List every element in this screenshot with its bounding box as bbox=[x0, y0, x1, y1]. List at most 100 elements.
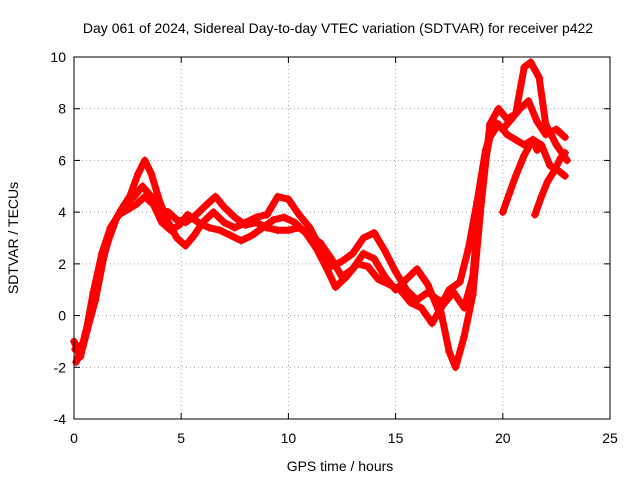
data-point-marker bbox=[348, 249, 357, 258]
data-point-marker bbox=[247, 231, 256, 240]
data-point-marker bbox=[528, 135, 537, 144]
data-point-marker bbox=[353, 259, 362, 268]
data-point-marker bbox=[406, 298, 415, 307]
x-axis-label: GPS time / hours bbox=[287, 458, 394, 474]
data-point-marker bbox=[164, 208, 173, 217]
data-point-marker bbox=[209, 208, 218, 217]
data-point-marker bbox=[533, 146, 542, 155]
data-point-marker bbox=[273, 226, 282, 235]
data-point-marker bbox=[284, 226, 293, 235]
data-point-marker bbox=[359, 249, 368, 258]
data-point-marker bbox=[130, 192, 139, 201]
data-point-marker bbox=[563, 156, 572, 165]
data-point-marker bbox=[138, 182, 147, 191]
data-point-marker bbox=[560, 148, 569, 157]
data-point-marker bbox=[556, 153, 565, 162]
data-point-marker bbox=[535, 73, 544, 82]
data-point-marker bbox=[205, 223, 214, 232]
data-point-marker bbox=[423, 280, 432, 289]
y-axis-label: SDTVAR / TECUs bbox=[5, 182, 21, 294]
data-point-marker bbox=[533, 117, 542, 126]
plot-frame bbox=[73, 56, 611, 420]
data-point-marker bbox=[402, 275, 411, 284]
data-point-marker bbox=[445, 347, 454, 356]
data-point-marker bbox=[115, 210, 124, 219]
data-point-marker bbox=[524, 96, 533, 105]
data-point-marker bbox=[202, 200, 211, 209]
data-point-marker bbox=[327, 254, 336, 263]
data-point-marker bbox=[460, 332, 469, 341]
data-point-marker bbox=[183, 210, 192, 219]
data-point-marker bbox=[543, 177, 552, 186]
data-point-marker bbox=[280, 213, 289, 222]
data-point-marker bbox=[166, 226, 175, 235]
data-point-marker bbox=[507, 115, 516, 124]
data-point-marker bbox=[505, 190, 514, 199]
data-point-marker bbox=[215, 226, 224, 235]
x-tick-label: 0 bbox=[70, 430, 78, 446]
data-point-marker bbox=[181, 241, 190, 250]
data-point-marker bbox=[477, 177, 486, 186]
data-point-marker bbox=[391, 267, 400, 276]
data-point-marker bbox=[485, 133, 494, 142]
data-point-marker bbox=[80, 334, 89, 343]
data-point-marker bbox=[262, 210, 271, 219]
data-point-marker bbox=[413, 265, 422, 274]
y-tick-label: 4 bbox=[58, 204, 66, 220]
data-point-marker bbox=[395, 285, 404, 294]
data-point-marker bbox=[89, 288, 98, 297]
data-point-marker bbox=[149, 200, 158, 209]
data-point-marker bbox=[511, 171, 520, 180]
data-point-marker bbox=[157, 218, 166, 227]
y-tick-label: -4 bbox=[54, 411, 67, 427]
data-point-marker bbox=[190, 231, 199, 240]
data-point-marker bbox=[211, 192, 220, 201]
data-point-marker bbox=[520, 151, 529, 160]
data-point-marker bbox=[552, 140, 561, 149]
data-point-marker bbox=[273, 192, 282, 201]
series-line bbox=[72, 120, 569, 366]
data-point-marker bbox=[503, 130, 512, 139]
data-point-marker bbox=[97, 249, 106, 258]
series-track-3 bbox=[72, 120, 569, 367]
data-point-marker bbox=[370, 254, 379, 263]
data-point-marker bbox=[241, 221, 250, 230]
data-point-marker bbox=[468, 272, 477, 281]
y-tick-label: -2 bbox=[54, 359, 67, 375]
y-tick-label: 0 bbox=[58, 308, 66, 324]
x-tick-label: 10 bbox=[281, 430, 297, 446]
data-point-marker bbox=[541, 130, 550, 139]
data-point-marker bbox=[322, 265, 331, 274]
x-tick-label: 20 bbox=[495, 430, 511, 446]
data-point-marker bbox=[342, 272, 351, 281]
data-point-marker bbox=[520, 63, 529, 72]
data-point-marker bbox=[455, 277, 464, 286]
data-point-marker bbox=[316, 239, 325, 248]
data-point-marker bbox=[284, 195, 293, 204]
data-point-marker bbox=[560, 133, 569, 142]
data-point-marker bbox=[515, 104, 524, 113]
data-point-marker bbox=[451, 363, 460, 372]
data-point-marker bbox=[511, 135, 520, 144]
series-line bbox=[499, 136, 541, 216]
data-point-marker bbox=[545, 161, 554, 170]
data-point-marker bbox=[417, 303, 426, 312]
data-point-marker bbox=[552, 125, 561, 134]
data-point-marker bbox=[258, 223, 267, 232]
data-point-marker bbox=[494, 104, 503, 113]
data-point-marker bbox=[526, 58, 535, 67]
data-point-marker bbox=[140, 192, 149, 201]
data-point-marker bbox=[494, 120, 503, 129]
data-point-marker bbox=[537, 192, 546, 201]
data-point-marker bbox=[175, 221, 184, 230]
data-point-marker bbox=[460, 303, 469, 312]
data-point-marker bbox=[147, 169, 156, 178]
data-point-marker bbox=[290, 218, 299, 227]
data-point-marker bbox=[123, 205, 132, 214]
data-point-marker bbox=[464, 244, 473, 253]
data-point-marker bbox=[550, 166, 559, 175]
data-point-marker bbox=[72, 358, 81, 367]
y-tick-label: 10 bbox=[50, 49, 66, 65]
data-point-marker bbox=[252, 218, 261, 227]
data-point-marker bbox=[140, 156, 149, 165]
